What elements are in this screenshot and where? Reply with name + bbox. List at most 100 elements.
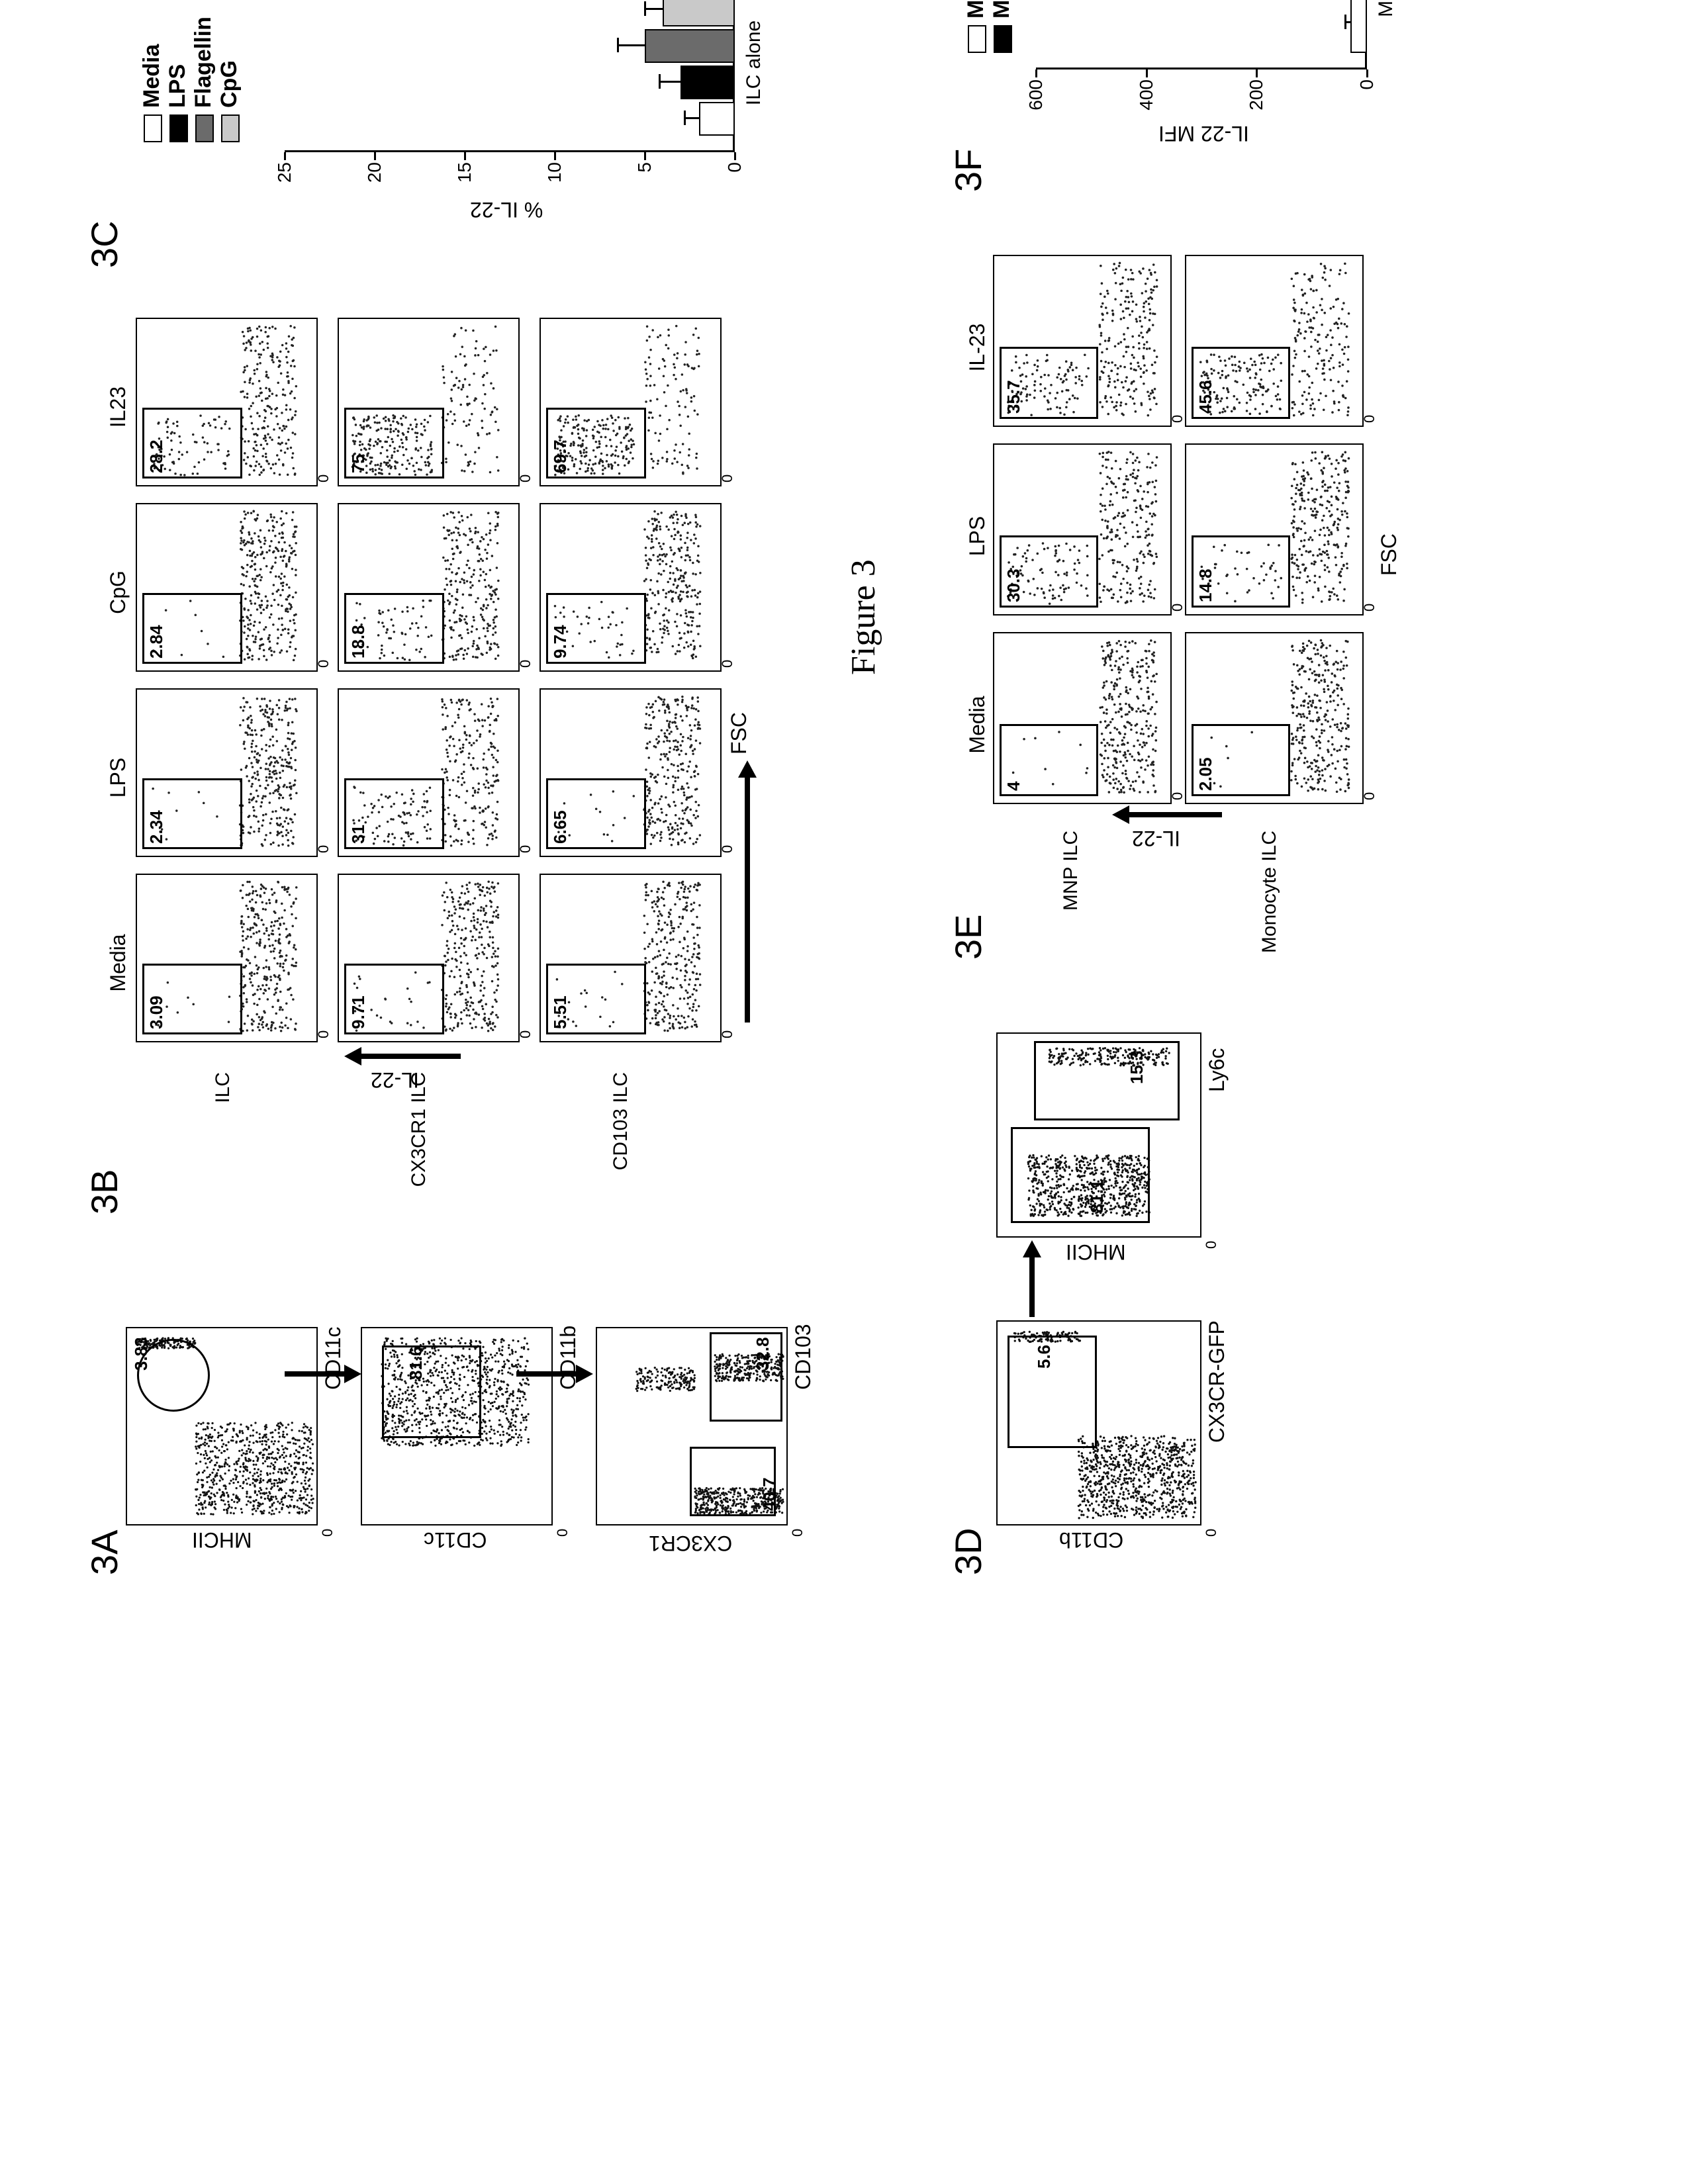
col-3B-cpg: CpG <box>106 506 130 678</box>
gate-val-3D-2b: 15.3 <box>1127 1050 1147 1084</box>
flow-E-1-2: 45.6 0 <box>1185 255 1364 427</box>
zero: 0 <box>517 660 534 668</box>
arrow-down-icon <box>516 1365 593 1383</box>
flow-B-1-1: 31 0 <box>338 688 520 857</box>
gate-val-3D-1: 5.6 <box>1034 1345 1055 1369</box>
gate-val-3A-1: 3.83 <box>131 1337 152 1371</box>
gate-val: 9.71 <box>348 995 369 1029</box>
legend-item-mnp: MNP <box>989 0 1015 53</box>
flow-B-0-1: 2.34 0 <box>136 688 318 857</box>
flow-3A-3: 40.7 32.8 <box>596 1327 788 1525</box>
zero: 0 <box>1169 415 1186 423</box>
flow-B-2-1: 6.65 0 <box>539 688 722 857</box>
col-3E-il23: IL-23 <box>965 261 990 433</box>
flow-B-1-3: 75 0 <box>338 318 520 486</box>
gate-val: 3.09 <box>146 995 167 1029</box>
ylabel-3C: % IL-22 <box>470 197 543 222</box>
axis-3D-1-x: CX3CR-GFP <box>1205 1320 1229 1443</box>
gate-val: 5.51 <box>550 995 571 1029</box>
flow-3A-1: 3.83 <box>126 1327 318 1525</box>
axis-3B-y: IL-22 <box>371 1068 419 1092</box>
gate-val: 75 <box>348 454 369 473</box>
bar <box>645 29 735 63</box>
gate-val: 9.74 <box>550 625 571 659</box>
axis-3A-3-x: CD103 <box>791 1324 816 1390</box>
ytick: 10 <box>544 162 565 202</box>
zero-3A-3: 0 <box>789 1529 806 1537</box>
axis-3E-x: FSC <box>1377 533 1401 576</box>
axes-3F <box>1036 0 1367 69</box>
gate-val: 30.3 <box>1004 569 1024 602</box>
flow-E-1-0: 2.05 0 <box>1185 632 1364 804</box>
gate-val: 2.34 <box>146 810 167 844</box>
zero-3A-2: 0 <box>554 1529 571 1537</box>
flow-E-0-0: 4 0 <box>993 632 1172 804</box>
gate-val: 35.7 <box>1004 380 1024 414</box>
panel-label-3A: 3A <box>83 1530 126 1576</box>
gate-val-3A-2: 81.6 <box>406 1346 426 1380</box>
ytick: 0 <box>724 162 745 202</box>
ytick: 15 <box>454 162 475 202</box>
zero: 0 <box>1169 604 1186 612</box>
flow-3A-2: 81.6 <box>361 1327 553 1525</box>
panel-label-3F: 3F <box>947 149 990 192</box>
flow-B-1-0: 9.71 0 <box>338 874 520 1042</box>
gate-val-3D-2a: 81.1 <box>1087 1179 1107 1213</box>
arrow-up-icon <box>344 1047 461 1066</box>
xtick: Media <box>1375 0 1397 66</box>
ytick: 400 <box>1136 79 1157 119</box>
flow-B-0-2: 2.84 0 <box>136 503 318 672</box>
ylabel-3F: IL-22 MFI <box>1158 121 1249 146</box>
zero: 0 <box>315 475 332 482</box>
zero: 0 <box>315 845 332 853</box>
col-3B-lps: LPS <box>106 692 130 864</box>
axis-3D-2-x: Ly6c <box>1205 1048 1229 1092</box>
flow-B-2-3: 69.7 0 <box>539 318 722 486</box>
flow-B-0-3: 28.2 0 <box>136 318 318 486</box>
bar-chart-3C: Media LPS Flagellin CpG % IL-22 05101520… <box>146 0 801 232</box>
flow-B-1-2: 18.8 0 <box>338 503 520 672</box>
zero: 0 <box>719 1030 736 1038</box>
gate-val: 2.05 <box>1196 757 1216 791</box>
axis-3A-2-y: CD11c <box>424 1527 487 1552</box>
flow-E-1-1: 14.8 0 <box>1185 443 1364 615</box>
row-3B-0: ILC <box>212 1072 234 1211</box>
gate-val: 45.6 <box>1196 380 1216 414</box>
gate-val: 4 <box>1004 782 1024 791</box>
col-3E-lps: LPS <box>965 450 990 622</box>
row-3E-0: MNP ILC <box>1059 831 1083 963</box>
zero: 0 <box>719 475 736 482</box>
gate-val: 6.65 <box>550 810 571 844</box>
gate-val: 18.8 <box>348 625 369 659</box>
gate-val-3A-3a: 40.7 <box>759 1477 780 1511</box>
flow-3D-2: 81.1 15.3 <box>996 1032 1201 1238</box>
legend-3F: Mono MNP <box>963 0 1015 53</box>
gate-val: 28.2 <box>146 439 167 473</box>
ytick: 20 <box>364 162 385 202</box>
row-3E-1: Monocyte ILC <box>1258 831 1282 963</box>
arrow-right-icon <box>1023 1240 1041 1317</box>
ytick: 600 <box>1025 79 1047 119</box>
panel-label-3B: 3B <box>83 1169 126 1215</box>
flow-B-2-2: 9.74 0 <box>539 503 722 672</box>
legend-item-cpg: CpG <box>216 17 242 142</box>
legend-item-mono: Mono <box>963 0 989 53</box>
figure-caption: Figure 3 <box>844 559 883 675</box>
axis-3D-2-y: MHCII <box>1066 1240 1126 1264</box>
zero: 0 <box>1361 415 1378 423</box>
zero: 0 <box>315 1030 332 1038</box>
arrow-right-icon <box>738 760 757 1023</box>
col-3E-media: Media <box>965 639 990 811</box>
axis-3A-3-y: CX3CR1 <box>649 1531 732 1555</box>
gate-val-3A-3b: 32.8 <box>753 1337 773 1371</box>
zero-3A-1: 0 <box>319 1529 336 1537</box>
zero: 0 <box>1361 792 1378 800</box>
legend-item-lps: LPS <box>165 17 191 142</box>
legend-3C: Media LPS Flagellin CpG <box>139 17 242 142</box>
arrow-up-icon <box>1112 805 1222 824</box>
flow-3D-1: 5.6 <box>996 1320 1201 1525</box>
zero: 0 <box>719 660 736 668</box>
zero: 0 <box>719 845 736 853</box>
zero: 0 <box>517 1030 534 1038</box>
flow-B-2-0: 5.51 0 <box>539 874 722 1042</box>
